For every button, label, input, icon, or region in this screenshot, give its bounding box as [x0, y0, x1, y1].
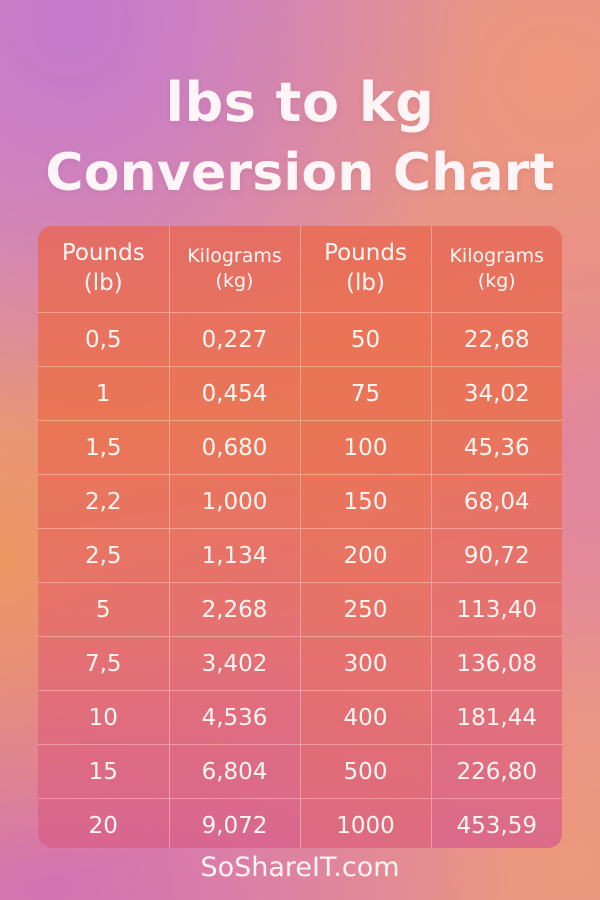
- cell-kilograms: 34,02: [430, 366, 562, 421]
- cell-pounds: 20: [38, 798, 170, 848]
- conversion-table-card: Pounds (lb) Kilograms (kg) Pounds (lb) K…: [38, 226, 562, 848]
- cell-kilograms: 226,80: [430, 744, 562, 799]
- cell-pounds: 300: [299, 636, 432, 691]
- cell-kilograms: 68,04: [430, 474, 562, 529]
- header-kilograms-1: Kilograms (kg): [168, 226, 301, 313]
- table-row: 1 0,454 75 34,02: [38, 366, 562, 421]
- cell-pounds: 5: [38, 582, 170, 637]
- table-row: 20 9,072 1000 453,59: [38, 798, 562, 848]
- cell-kilograms: 453,59: [430, 798, 562, 848]
- cell-pounds: 500: [299, 744, 432, 799]
- header-pounds-1: Pounds (lb): [38, 226, 170, 313]
- table-row: 10 4,536 400 181,44: [38, 690, 562, 745]
- header-unit: Pounds: [61, 240, 145, 267]
- conversion-table: Pounds (lb) Kilograms (kg) Pounds (lb) K…: [38, 226, 562, 848]
- table-row: 15 6,804 500 226,80: [38, 744, 562, 799]
- cell-pounds: 7,5: [38, 636, 170, 691]
- cell-kilograms: 4,536: [168, 690, 301, 745]
- cell-pounds: 150: [299, 474, 432, 529]
- cell-kilograms: 113,40: [430, 582, 562, 637]
- cell-pounds: 400: [299, 690, 432, 745]
- table-row: 7,5 3,402 300 136,08: [38, 636, 562, 691]
- cell-pounds: 0,5: [38, 312, 170, 367]
- page-title: lbs to kg Conversion Chart: [0, 73, 600, 202]
- cell-pounds: 200: [299, 528, 432, 583]
- header-abbr: (lb): [83, 270, 123, 296]
- cell-kilograms: 9,072: [168, 798, 301, 848]
- header-abbr: (kg): [215, 270, 254, 292]
- table-row: 0,5 0,227 50 22,68: [38, 312, 562, 367]
- table-header-row: Pounds (lb) Kilograms (kg) Pounds (lb) K…: [38, 226, 562, 313]
- header-pounds-2: Pounds (lb): [299, 226, 432, 313]
- table-row: 1,5 0,680 100 45,36: [38, 420, 562, 475]
- cell-pounds: 10: [38, 690, 170, 745]
- cell-pounds: 1,5: [38, 420, 170, 475]
- table-row: 2,5 1,134 200 90,72: [38, 528, 562, 583]
- cell-kilograms: 181,44: [430, 690, 562, 745]
- table-row: 5 2,268 250 113,40: [38, 582, 562, 637]
- header-unit: Kilograms: [187, 245, 282, 268]
- cell-kilograms: 3,402: [168, 636, 301, 691]
- table-row: 2,2 1,000 150 68,04: [38, 474, 562, 529]
- cell-pounds: 15: [38, 744, 170, 799]
- cell-pounds: 50: [299, 312, 432, 367]
- cell-kilograms: 6,804: [168, 744, 301, 799]
- footer-site-name: SoShareIT.com: [200, 852, 400, 883]
- header-abbr: (lb): [346, 270, 385, 296]
- cell-kilograms: 136,08: [430, 636, 562, 691]
- cell-kilograms: 0,227: [168, 312, 301, 367]
- cell-kilograms: 0,680: [168, 420, 301, 475]
- cell-pounds: 2,5: [38, 528, 170, 583]
- cell-kilograms: 2,268: [168, 582, 301, 637]
- cell-kilograms: 1,134: [168, 528, 301, 583]
- cell-pounds: 100: [299, 420, 432, 475]
- header-unit: Kilograms: [449, 245, 545, 268]
- cell-kilograms: 0,454: [168, 366, 301, 421]
- cell-pounds: 2,2: [38, 474, 170, 529]
- cell-pounds: 1: [38, 366, 170, 421]
- header-unit: Pounds: [324, 240, 407, 267]
- title-line-1: lbs to kg: [165, 71, 435, 135]
- cell-kilograms: 1,000: [168, 474, 301, 529]
- header-abbr: (kg): [477, 270, 516, 292]
- title-line-2: Conversion Chart: [45, 142, 555, 203]
- cell-kilograms: 22,68: [430, 312, 562, 367]
- cell-kilograms: 45,36: [430, 420, 562, 475]
- cell-pounds: 1000: [299, 798, 432, 848]
- cell-kilograms: 90,72: [430, 528, 562, 583]
- cell-pounds: 75: [299, 366, 432, 421]
- header-kilograms-2: Kilograms (kg): [430, 226, 562, 313]
- cell-pounds: 250: [299, 582, 432, 637]
